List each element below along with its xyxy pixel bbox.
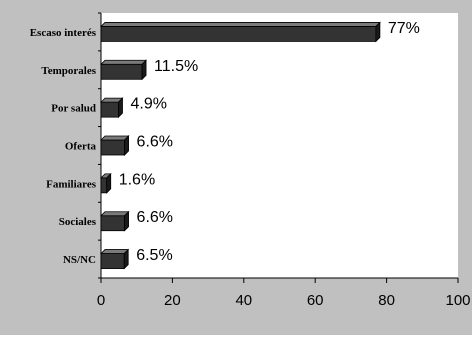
bar [100, 172, 112, 194]
value-label: 6.6% [137, 134, 173, 151]
bar-front [100, 253, 125, 269]
bar-side [141, 59, 147, 81]
bar [100, 210, 130, 232]
value-label: 1.6% [119, 171, 155, 188]
category-label: Por salud [51, 103, 96, 115]
bar-side [123, 248, 129, 270]
category-label: Oferta [65, 141, 97, 153]
bar-front [100, 26, 377, 42]
value-label: 6.5% [136, 247, 172, 264]
bar-side [124, 210, 129, 232]
x-tick-label: 40 [235, 292, 252, 309]
bar-top [100, 22, 381, 27]
bar-side [124, 135, 129, 156]
bar-side [106, 172, 112, 194]
plot-area [101, 13, 458, 278]
x-tick-label: 80 [378, 292, 395, 309]
bar [100, 59, 148, 81]
value-label: 11.5% [154, 58, 198, 75]
bar-side [118, 97, 123, 119]
labels: 0 20 40 60 80 100 Escaso interés 77% Temporales 1… [30, 20, 471, 309]
value-label: 77% [388, 20, 420, 37]
bar [100, 97, 124, 119]
bars [100, 21, 381, 270]
category-label: Sociales [59, 216, 97, 228]
x-tick-label: 20 [164, 292, 181, 309]
x-tick-label: 100 [445, 292, 470, 309]
category-label: Temporales [41, 65, 96, 77]
value-label: 4.9% [130, 96, 166, 113]
bar-top [100, 135, 130, 141]
bar-front [100, 215, 125, 232]
bar [100, 248, 130, 270]
bar-top [100, 59, 148, 65]
category-label: Familiares [46, 178, 97, 190]
bar [100, 21, 381, 43]
bar-front [100, 139, 125, 156]
category-label: NS/NC [63, 254, 96, 266]
bar-top [100, 249, 130, 254]
bar-front [100, 63, 143, 80]
bar-front [100, 101, 119, 118]
value-label: 6.6% [137, 209, 173, 226]
x-tick-label: 60 [307, 292, 324, 309]
x-tick-label: 0 [97, 292, 105, 309]
bar-side [375, 21, 381, 43]
bar-top [100, 211, 130, 217]
bar [100, 135, 130, 156]
category-label: Escaso interés [30, 27, 97, 39]
bar-front [100, 177, 108, 194]
